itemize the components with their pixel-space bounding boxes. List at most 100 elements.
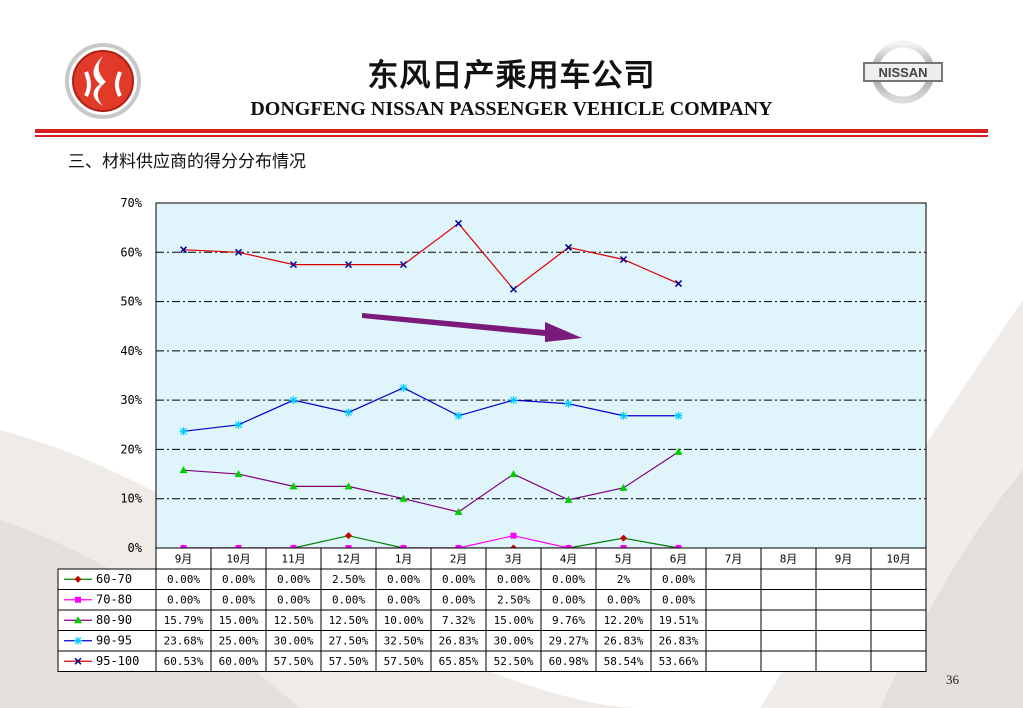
page-number: 36 <box>946 672 959 687</box>
data-label: 0.00% <box>552 573 585 586</box>
table-cell <box>705 568 762 590</box>
data-label: 26.83% <box>659 635 699 648</box>
data-label: 0.00% <box>277 594 310 607</box>
y-tick-label: 10% <box>120 492 142 506</box>
data-label: 52.50% <box>494 655 534 668</box>
table-cell <box>815 589 872 611</box>
series-line <box>183 222 679 291</box>
data-label: 25.00% <box>219 635 259 648</box>
data-table: 9月 10月 11月 12月 1月 2月 3月 4月 5月 6月 7月 8月 9月 10月 60-70 0.0… <box>57 547 927 672</box>
data-label: 0.00% <box>662 594 695 607</box>
data-point <box>179 427 188 436</box>
table-cell <box>870 568 927 590</box>
data-point <box>344 261 353 269</box>
nissan-logo-icon: NISSAN <box>863 40 943 104</box>
x-tick-label: 11月 <box>281 553 305 566</box>
table-cell <box>870 589 927 611</box>
data-label: 15.00% <box>219 614 259 627</box>
table-cell <box>760 589 817 611</box>
header-rule-thin <box>35 135 988 137</box>
data-label: 15.00% <box>494 614 534 627</box>
legend-label: 70-80 <box>96 593 132 607</box>
data-point <box>344 408 353 417</box>
data-point <box>619 255 628 264</box>
section-subtitle: 三、材料供应商的得分分布情况 <box>68 152 306 172</box>
legend-label: 80-90 <box>96 613 132 627</box>
data-label: 32.50% <box>384 635 424 648</box>
x-tick-label: 1月 <box>395 553 413 566</box>
table-cell <box>705 630 762 652</box>
legend-label: 60-70 <box>96 572 132 586</box>
series-90-95 <box>179 383 683 436</box>
data-point <box>345 532 352 540</box>
data-point <box>234 470 243 478</box>
data-label: 0.00% <box>222 594 255 607</box>
data-label: 0.00% <box>607 594 640 607</box>
table-cell <box>760 609 817 631</box>
data-point <box>289 482 298 490</box>
series-line <box>183 387 679 432</box>
data-label: 0.00% <box>662 573 695 586</box>
data-label: 2.50% <box>332 573 365 586</box>
data-point <box>399 494 408 502</box>
data-point <box>619 411 628 420</box>
data-point <box>74 636 82 645</box>
data-label: 12.20% <box>604 614 644 627</box>
series-95-100 <box>179 219 683 293</box>
data-label: 0.00% <box>332 594 365 607</box>
table-cell <box>760 650 817 672</box>
table-cell <box>760 568 817 590</box>
data-label: 27.50% <box>329 635 369 648</box>
table-cell <box>705 609 762 631</box>
data-label: 15.79% <box>164 614 204 627</box>
data-point <box>509 285 518 293</box>
legend-label: 90-95 <box>96 634 132 648</box>
data-label: 30.00% <box>274 635 314 648</box>
plot-background <box>155 202 927 549</box>
table-cell <box>815 630 872 652</box>
data-label: 57.50% <box>274 655 314 668</box>
data-point <box>454 219 463 227</box>
data-point <box>74 657 82 665</box>
data-label: 0.00% <box>442 594 475 607</box>
data-point <box>289 396 298 405</box>
table-border <box>57 568 927 672</box>
data-point <box>74 616 82 624</box>
data-label: 9.76% <box>552 614 585 627</box>
data-point <box>619 483 628 491</box>
data-label: 19.51% <box>659 614 699 627</box>
data-label: 2% <box>617 573 631 586</box>
table-cell <box>815 609 872 631</box>
company-title-chinese: 东风日产乘用车公司 <box>367 58 656 94</box>
header-rule-thick <box>35 129 988 133</box>
x-tick-label: 2月 <box>450 553 468 566</box>
y-tick-label: 40% <box>120 344 142 358</box>
data-label: 53.66% <box>659 655 699 668</box>
x-tick-label: 9月 <box>175 553 193 566</box>
x-tick-label: 10月 <box>226 553 250 566</box>
table-cell <box>705 650 762 672</box>
data-point <box>564 495 573 503</box>
x-tick-label: 4月 <box>560 553 578 566</box>
data-point <box>620 534 627 542</box>
table-cell <box>870 609 927 631</box>
y-tick-label: 0% <box>128 541 143 555</box>
data-point <box>564 399 573 408</box>
data-label: 30.00% <box>494 635 534 648</box>
data-label: 10.00% <box>384 614 424 627</box>
data-point <box>510 532 517 539</box>
series-80-90 <box>179 447 683 515</box>
y-tick-label: 50% <box>120 295 142 309</box>
data-point <box>454 411 463 420</box>
x-tick-label: 12月 <box>336 553 360 566</box>
dongfeng-logo-icon <box>65 43 141 119</box>
x-tick-label: 3月 <box>505 553 523 566</box>
data-label: 0.00% <box>167 573 200 586</box>
data-label: 26.83% <box>439 635 479 648</box>
data-label: 0.00% <box>222 573 255 586</box>
data-label: 0.00% <box>277 573 310 586</box>
data-point <box>344 482 353 490</box>
data-point <box>454 507 463 515</box>
data-label: 0.00% <box>497 573 530 586</box>
